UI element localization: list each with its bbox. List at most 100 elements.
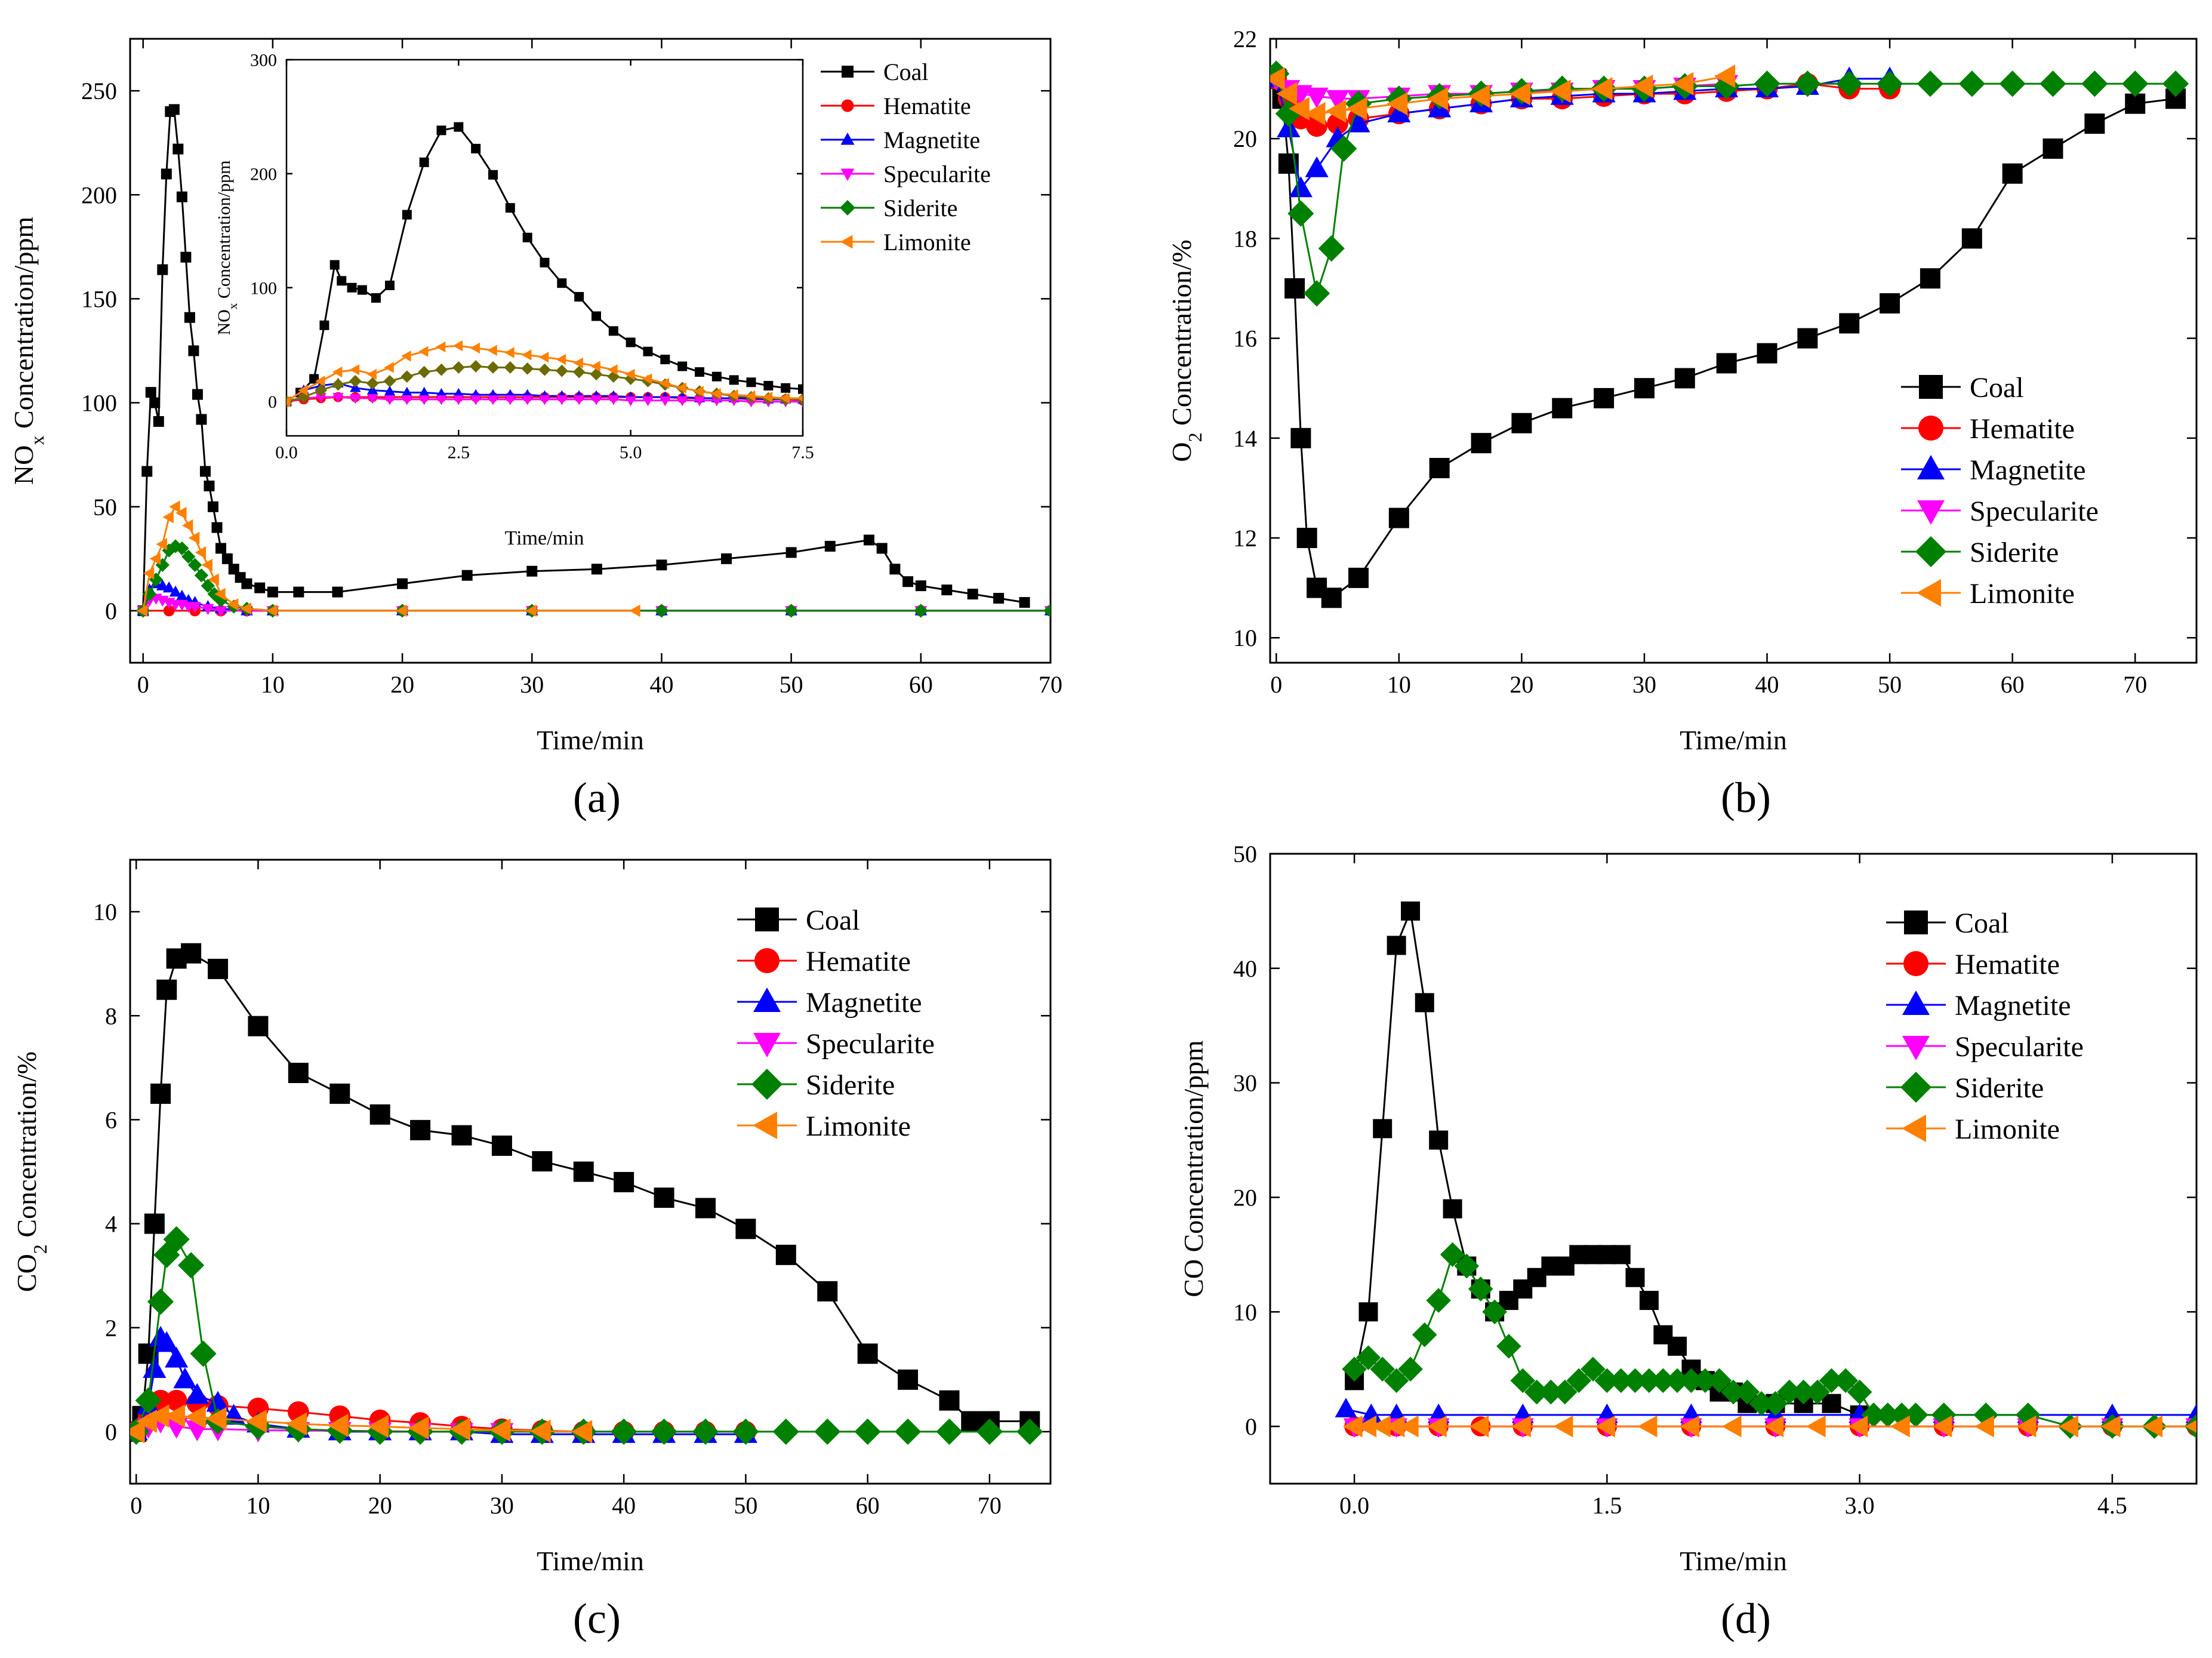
data-point-limonite [1591, 77, 1613, 101]
data-point-siderite [178, 1252, 205, 1279]
data-point-siderite [1763, 1391, 1788, 1416]
y-label-main: NO [214, 309, 234, 335]
series-specularite [1270, 70, 1739, 111]
x-tick-label: 0 [137, 671, 149, 698]
y-tick-label: 10 [93, 899, 117, 925]
y-tick-label: 30 [1233, 1070, 1257, 1097]
data-point-limonite [529, 1419, 551, 1443]
data-point-coal [1290, 427, 1311, 448]
data-point-coal [1961, 228, 1982, 249]
x-axis-label: Time/min [537, 1546, 644, 1576]
y-label-main: NO [8, 445, 39, 485]
legend-item-magnetite: Magnetite [821, 127, 980, 153]
data-point-specularite [522, 395, 533, 405]
data-point-siderite [1510, 1368, 1536, 1394]
data-point-coal [1594, 387, 1615, 408]
series-line-siderite [142, 545, 1050, 612]
data-point-siderite [1637, 1368, 1662, 1394]
y-tick-label: 20 [1233, 125, 1257, 152]
data-point-coal [410, 1119, 431, 1140]
data-point-limonite [629, 604, 640, 617]
data-point-siderite [452, 361, 465, 374]
data-point-limonite [368, 1414, 389, 1438]
x-tick-label: 60 [909, 671, 933, 698]
data-point-coal [557, 278, 567, 288]
x-tick-label: 2.5 [448, 443, 470, 463]
data-point-limonite [1469, 1415, 1489, 1438]
data-point-limonite [538, 352, 549, 363]
legend-label: Specularite [1970, 496, 2099, 527]
data-point-coal [357, 285, 367, 295]
data-point-siderite [1958, 70, 1985, 97]
data-point-specularite [401, 395, 413, 405]
data-point-coal [591, 564, 602, 575]
data-point-limonite [435, 341, 446, 353]
data-point-siderite [1931, 1402, 1957, 1428]
data-point-siderite [201, 579, 215, 593]
legend-label: Specularite [1955, 1031, 2084, 1063]
data-point-coal [677, 361, 688, 371]
data-point-coal [695, 1198, 716, 1219]
data-point-coal [153, 416, 164, 427]
data-point-coal [1321, 587, 1342, 608]
legend-item-limonite: Limonite [821, 229, 971, 256]
y-label-subscript: 2 [1184, 432, 1206, 442]
y-tick-label: 100 [81, 390, 117, 417]
legend-marker [1904, 910, 1928, 934]
legend-label: Coal [806, 905, 860, 936]
data-point-siderite [332, 378, 344, 391]
data-point-coal [505, 203, 515, 213]
x-tick-label: 30 [1632, 671, 1656, 698]
data-point-limonite [1509, 82, 1530, 106]
legend-item-magnetite: Magnetite [1886, 990, 2071, 1022]
data-point-coal [591, 311, 601, 321]
data-point-coal [156, 979, 177, 1000]
data-point-siderite [1791, 1379, 1816, 1405]
data-point-coal [746, 377, 756, 387]
data-point-coal [695, 367, 704, 377]
data-point-siderite [1847, 1379, 1872, 1405]
data-point-magnetite [155, 1331, 178, 1352]
legend-item-limonite: Limonite [1901, 578, 2075, 610]
data-point-siderite [163, 1226, 190, 1253]
y-tick-label: 200 [81, 182, 117, 208]
data-point-limonite [1346, 97, 1367, 121]
data-point-coal [1387, 936, 1406, 955]
legend-item-hematite: Hematite [1886, 949, 2060, 980]
data-point-limonite [1637, 1415, 1658, 1438]
legend-item-limonite: Limonite [1886, 1113, 2060, 1145]
legend-item-coal: Coal [737, 905, 860, 936]
data-point-limonite [195, 546, 207, 559]
data-point-limonite [1680, 1415, 1700, 1438]
data-point-coal [1674, 368, 1695, 389]
x-tick-label: 0.0 [1339, 1492, 1369, 1519]
data-point-siderite [772, 1418, 799, 1445]
y-tick-label: 20 [1233, 1184, 1257, 1211]
y-tick-label: 18 [1233, 225, 1257, 252]
y-label-subscript: 2 [29, 1244, 51, 1254]
data-point-coal [491, 1135, 512, 1156]
data-point-limonite [556, 353, 566, 365]
y-tick-label: 0 [1245, 1413, 1257, 1440]
x-tick-label: 50 [780, 671, 803, 698]
data-point-siderite [1999, 70, 2026, 97]
x-tick-label: 0 [1270, 671, 1282, 698]
data-point-coal [181, 943, 202, 964]
data-point-specularite [1305, 87, 1329, 109]
data-point-limonite [1427, 87, 1449, 110]
data-point-siderite [1693, 1368, 1718, 1394]
data-point-siderite [692, 1418, 719, 1445]
data-point-coal [863, 534, 874, 546]
x-tick-label: 3.0 [1845, 1492, 1875, 1519]
data-point-limonite [522, 349, 532, 361]
legend-label: Limonite [1955, 1113, 2060, 1145]
series-coal [130, 943, 1040, 1442]
y-axis-label: CO2 Concentration/% [11, 1051, 51, 1292]
data-point-coal [150, 1083, 171, 1104]
data-point-limonite [1848, 1415, 1868, 1438]
x-tick-label: 30 [490, 1492, 514, 1519]
data-point-siderite [1287, 200, 1314, 227]
data-point-coal [488, 170, 498, 180]
data-point-hematite [163, 605, 175, 617]
data-point-specularite [201, 604, 214, 616]
